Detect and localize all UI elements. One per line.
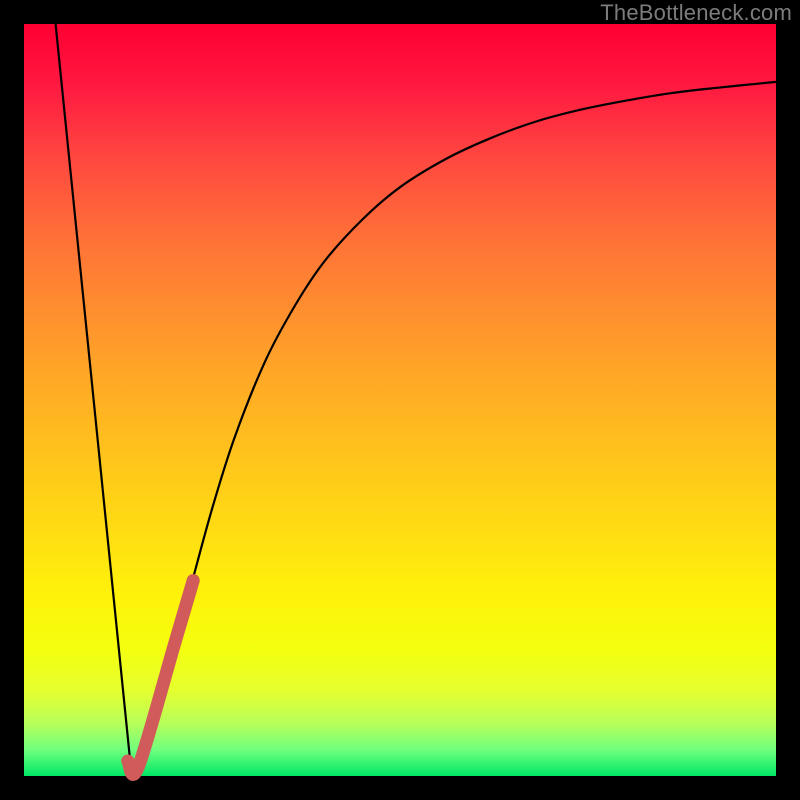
chart-container: TheBottleneck.com bbox=[0, 0, 800, 800]
bottleneck-chart bbox=[0, 0, 800, 800]
plot-area bbox=[24, 24, 776, 776]
